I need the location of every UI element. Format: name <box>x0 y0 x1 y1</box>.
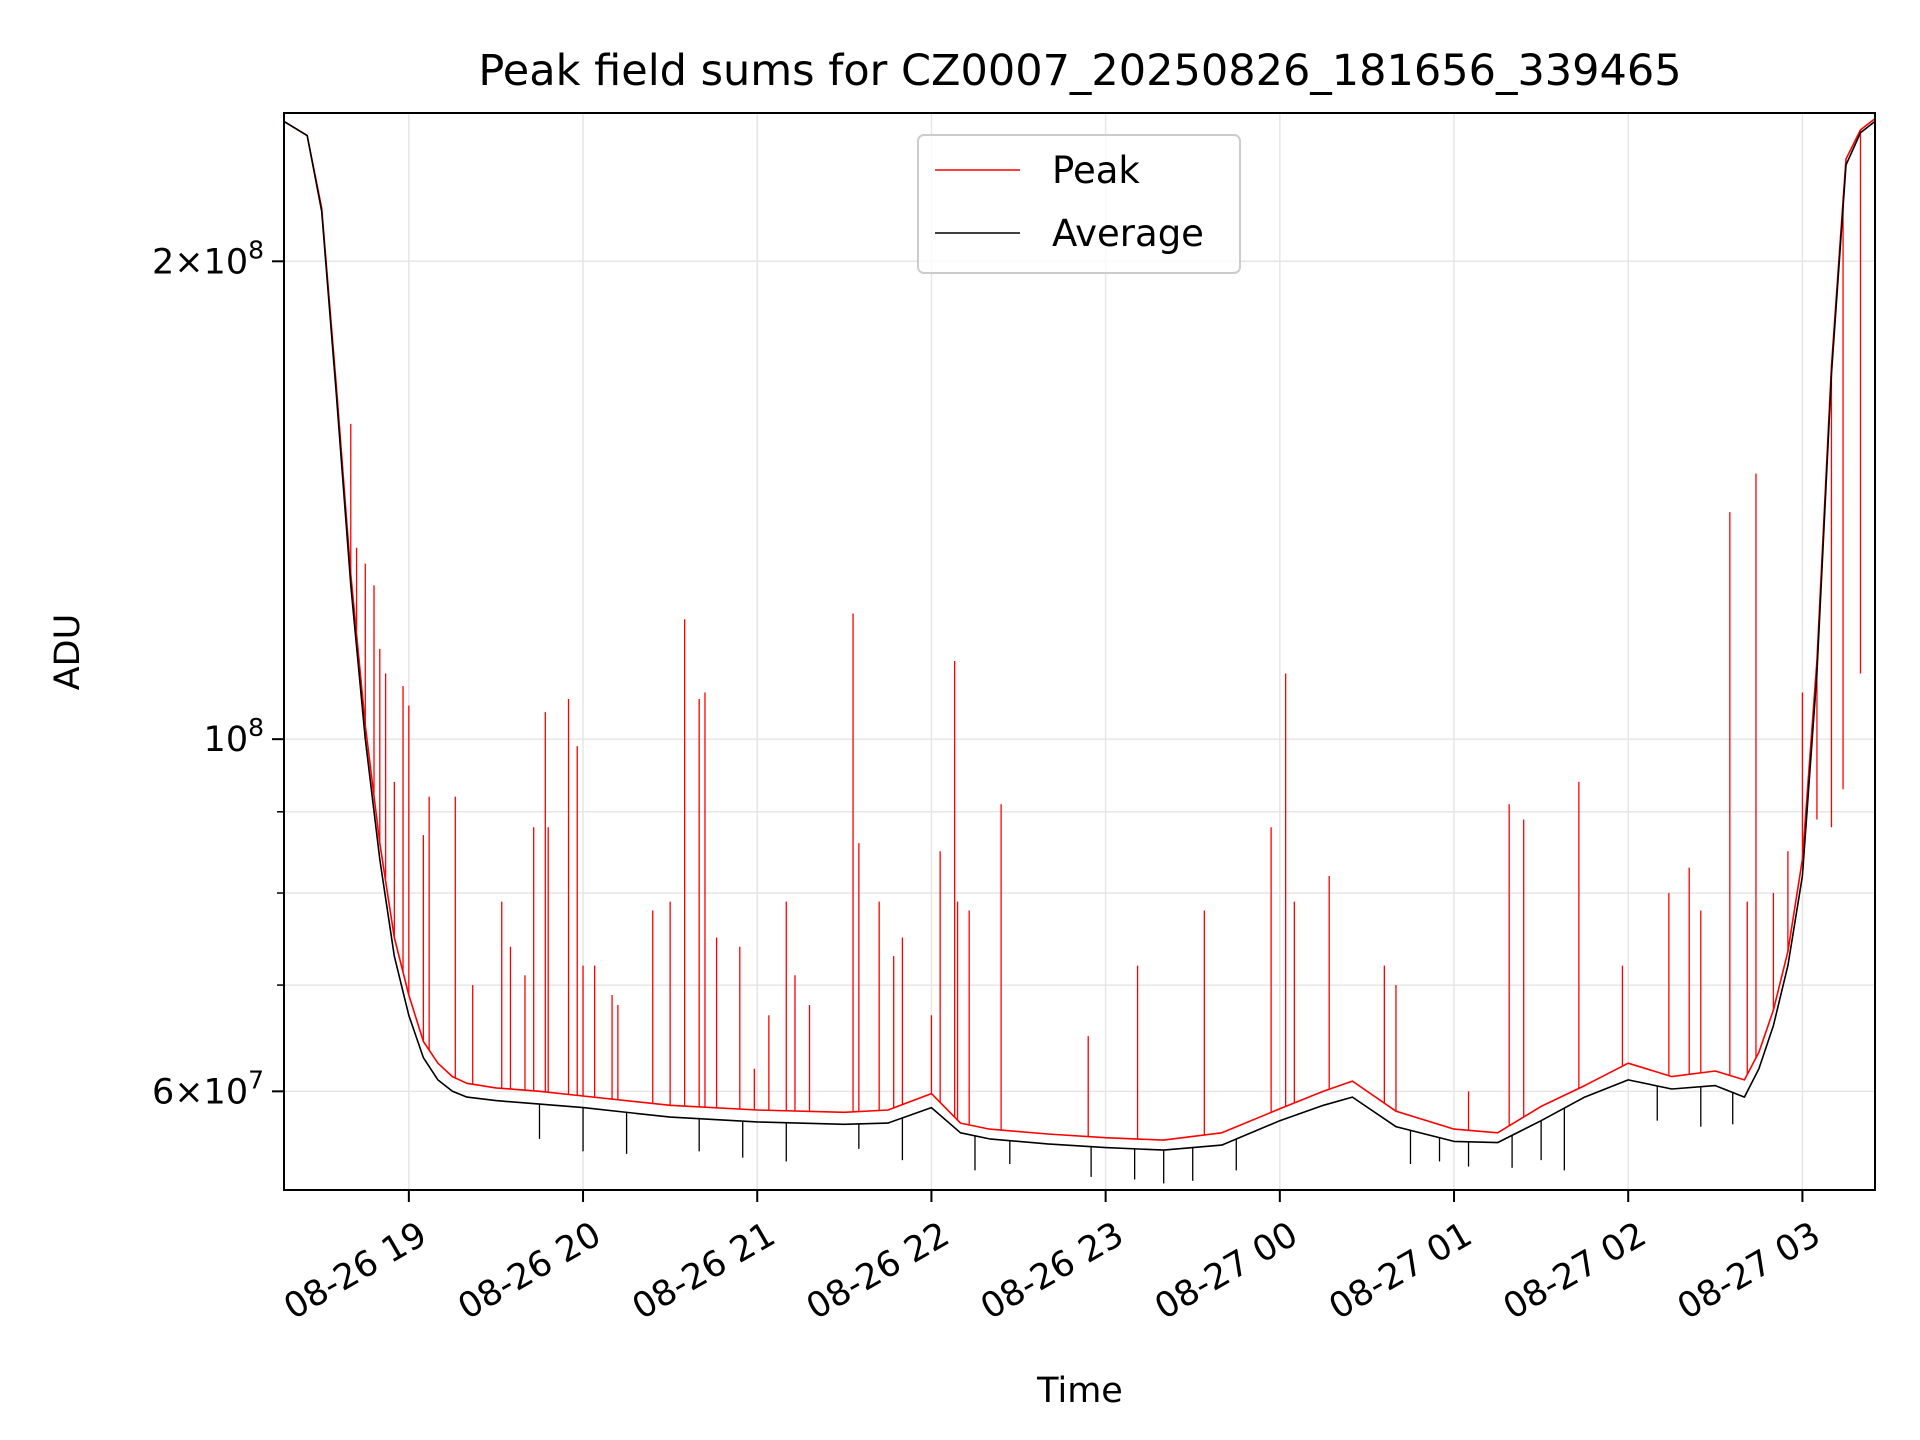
y-tick-exponent: 8 <box>248 713 264 742</box>
y-tick-label: 2×108 <box>152 235 264 282</box>
y-tick-label: 6×107 <box>152 1065 264 1112</box>
y-tick-base: 10 <box>204 1072 249 1112</box>
y-tick-base: 10 <box>204 242 249 282</box>
y-tick-times: × <box>174 242 203 282</box>
y-tick-exponent: 8 <box>248 235 264 264</box>
series-layer <box>283 117 1876 1184</box>
y-tick-times: × <box>174 1072 203 1112</box>
series-average-line <box>283 120 1876 1151</box>
y-tick-mantissa: 2 <box>152 242 174 282</box>
legend-average-label: Average <box>1052 212 1204 255</box>
y-tick-exponent: 7 <box>248 1065 264 1094</box>
chart-title: Peak field sums for CZ0007_20250826_1816… <box>478 46 1681 96</box>
y-tick-mantissa: 6 <box>152 1072 174 1112</box>
y-axis-label: ADU <box>48 614 88 691</box>
y-tick-base: 10 <box>204 720 249 760</box>
plot-frame <box>283 112 1876 1191</box>
legend: Peak Average <box>917 134 1241 274</box>
y-tick-label: 108 <box>204 713 264 760</box>
x-axis-label: Time <box>1036 1371 1123 1411</box>
series-peak-line <box>283 117 1876 1141</box>
legend-peak-label: Peak <box>1052 149 1140 192</box>
